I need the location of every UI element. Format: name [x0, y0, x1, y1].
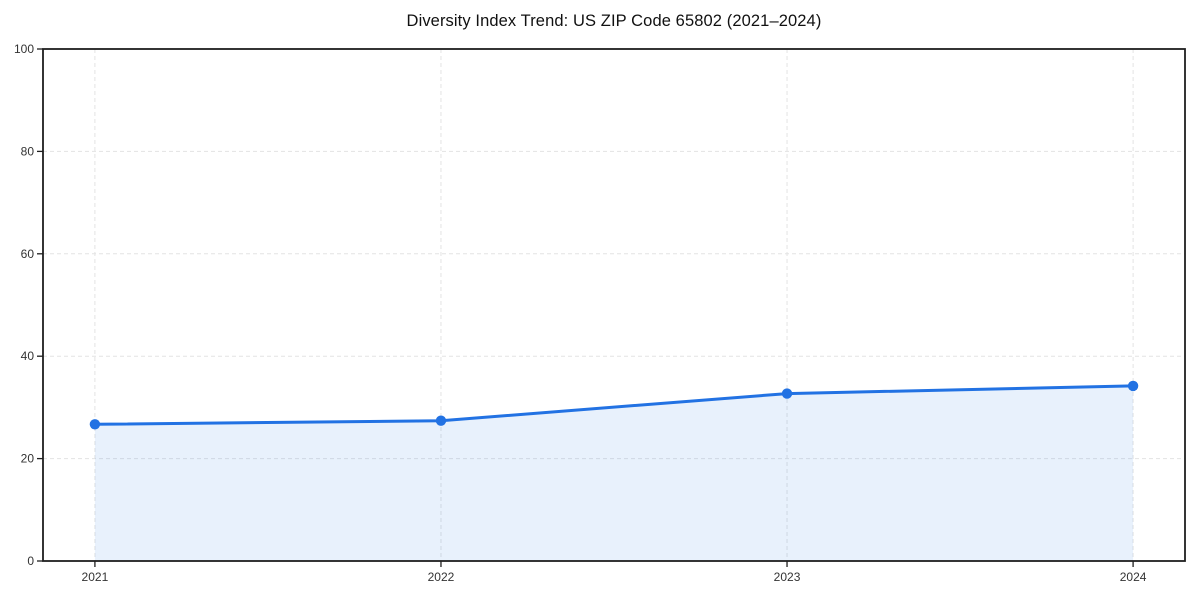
x-tick-label: 2022 [428, 570, 455, 584]
y-tick-label: 80 [21, 144, 35, 158]
x-tick-label: 2021 [82, 570, 109, 584]
data-point [435, 415, 447, 426]
plot-frame [42, 48, 1186, 562]
axis-ticks [37, 48, 1134, 567]
data-point [781, 388, 793, 399]
y-tick-label: 100 [14, 42, 34, 56]
y-tick-label: 40 [21, 349, 35, 363]
chart-title: Diversity Index Trend: US ZIP Code 65802… [406, 12, 822, 30]
y-tick-label: 0 [27, 554, 34, 568]
y-tick-label: 20 [21, 452, 35, 466]
data-points [89, 380, 1139, 430]
x-axis-labels: 2021 2022 2023 2024 [82, 570, 1147, 584]
x-tick-label: 2024 [1120, 570, 1147, 584]
data-point [89, 419, 101, 430]
trend-line [93, 384, 1135, 426]
data-point [1127, 380, 1139, 392]
y-axis-labels: 0 20 40 60 80 100 [14, 42, 34, 568]
y-tick-label: 60 [21, 247, 35, 261]
x-tick-label: 2023 [774, 570, 801, 584]
area-fill [94, 385, 1134, 561]
